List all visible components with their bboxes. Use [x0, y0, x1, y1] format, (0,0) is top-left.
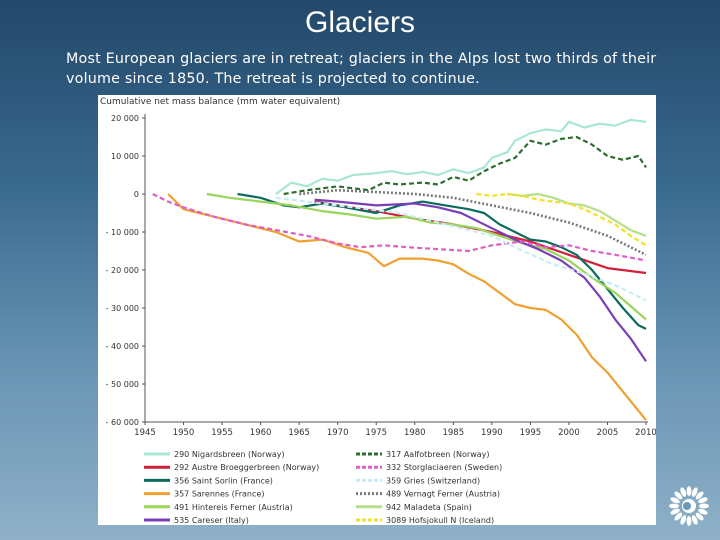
- y-axis-label: Cumulative net mass balance (mm water eq…: [100, 97, 340, 107]
- series-line-3: [167, 193, 647, 421]
- legend-label-8: 359 Gries (Switzerland): [386, 476, 480, 485]
- legend-label-3: 357 Sarennes (France): [174, 490, 264, 499]
- y-tick-label: 0: [134, 190, 139, 199]
- legend-label-10: 942 Maladeta (Spain): [386, 503, 472, 512]
- series-lines: [152, 118, 647, 421]
- glacier-mass-balance-chart: Cumulative net mass balance (mm water eq…: [100, 97, 656, 525]
- x-tick-label: 1950: [173, 428, 195, 438]
- legend-label-9: 489 Vernagt Ferner (Austria): [386, 490, 500, 499]
- x-tick-label: 1970: [327, 428, 349, 438]
- slide-title: Glaciers: [304, 6, 416, 39]
- legend-label-0: 290 Nigardsbreen (Norway): [174, 450, 285, 459]
- x-tick-label: 1995: [520, 428, 542, 438]
- legend-label-6: 317 Aalfotbreen (Norway): [386, 450, 490, 459]
- legend-label-2: 356 Saint Sorlin (France): [174, 476, 273, 485]
- y-tick-label: - 40 000: [106, 342, 139, 351]
- x-tick-label: 1965: [288, 428, 310, 438]
- x-tick-label: 2010: [635, 428, 656, 438]
- x-tick-label: 1990: [481, 428, 503, 438]
- x-tick-label: 1975: [365, 428, 387, 438]
- legend: 290 Nigardsbreen (Norway) 292 Austre Broe…: [144, 450, 502, 525]
- x-tick-label: 2000: [558, 428, 580, 438]
- series-line-5: [314, 198, 647, 362]
- x-tick-label: 1985: [442, 428, 464, 438]
- series-line-9: [299, 188, 647, 256]
- y-tick-label: 20 000: [111, 114, 139, 123]
- x-tick-label: 1960: [250, 428, 272, 438]
- series-line-10: [507, 192, 647, 237]
- legend-label-5: 535 Careser (Italy): [174, 516, 249, 525]
- x-tick-label: 2005: [597, 428, 619, 438]
- series-line-2: [237, 192, 647, 330]
- series-line-6: [283, 135, 647, 196]
- series-line-8: [275, 196, 647, 302]
- x-tick-label: 1980: [404, 428, 426, 438]
- x-tick-label: 1945: [134, 428, 156, 438]
- sun-icon: [669, 486, 709, 526]
- legend-label-4: 491 Hintereis Ferner (Austria): [174, 503, 293, 512]
- series-line-0: [275, 118, 647, 195]
- slide-subtitle: Most European glaciers are in retreat; g…: [66, 51, 657, 87]
- series-line-4: [206, 192, 647, 321]
- x-tick-label: 1955: [211, 428, 233, 438]
- chart-panel: Cumulative net mass balance (mm water eq…: [98, 95, 656, 525]
- axes: 20 000 10 000 0 - 10 000 - 20 000 - 30 000 - 4…: [106, 114, 656, 438]
- y-tick-label: - 30 000: [106, 304, 139, 313]
- series-line-11: [476, 192, 647, 247]
- y-tick-label: 10 000: [111, 152, 139, 161]
- y-tick-label: - 50 000: [106, 380, 139, 389]
- y-tick-label: - 60 000: [106, 418, 139, 427]
- legend-label-11: 3089 Hofsjokull N (Iceland): [386, 516, 494, 525]
- series-line-7: [152, 193, 647, 262]
- legend-label-1: 292 Austre Broeggerbreen (Norway): [174, 463, 319, 472]
- legend-label-7: 332 Storglaciaeren (Sweden): [386, 463, 502, 472]
- y-tick-label: - 10 000: [106, 228, 139, 237]
- y-tick-label: - 20 000: [106, 266, 139, 275]
